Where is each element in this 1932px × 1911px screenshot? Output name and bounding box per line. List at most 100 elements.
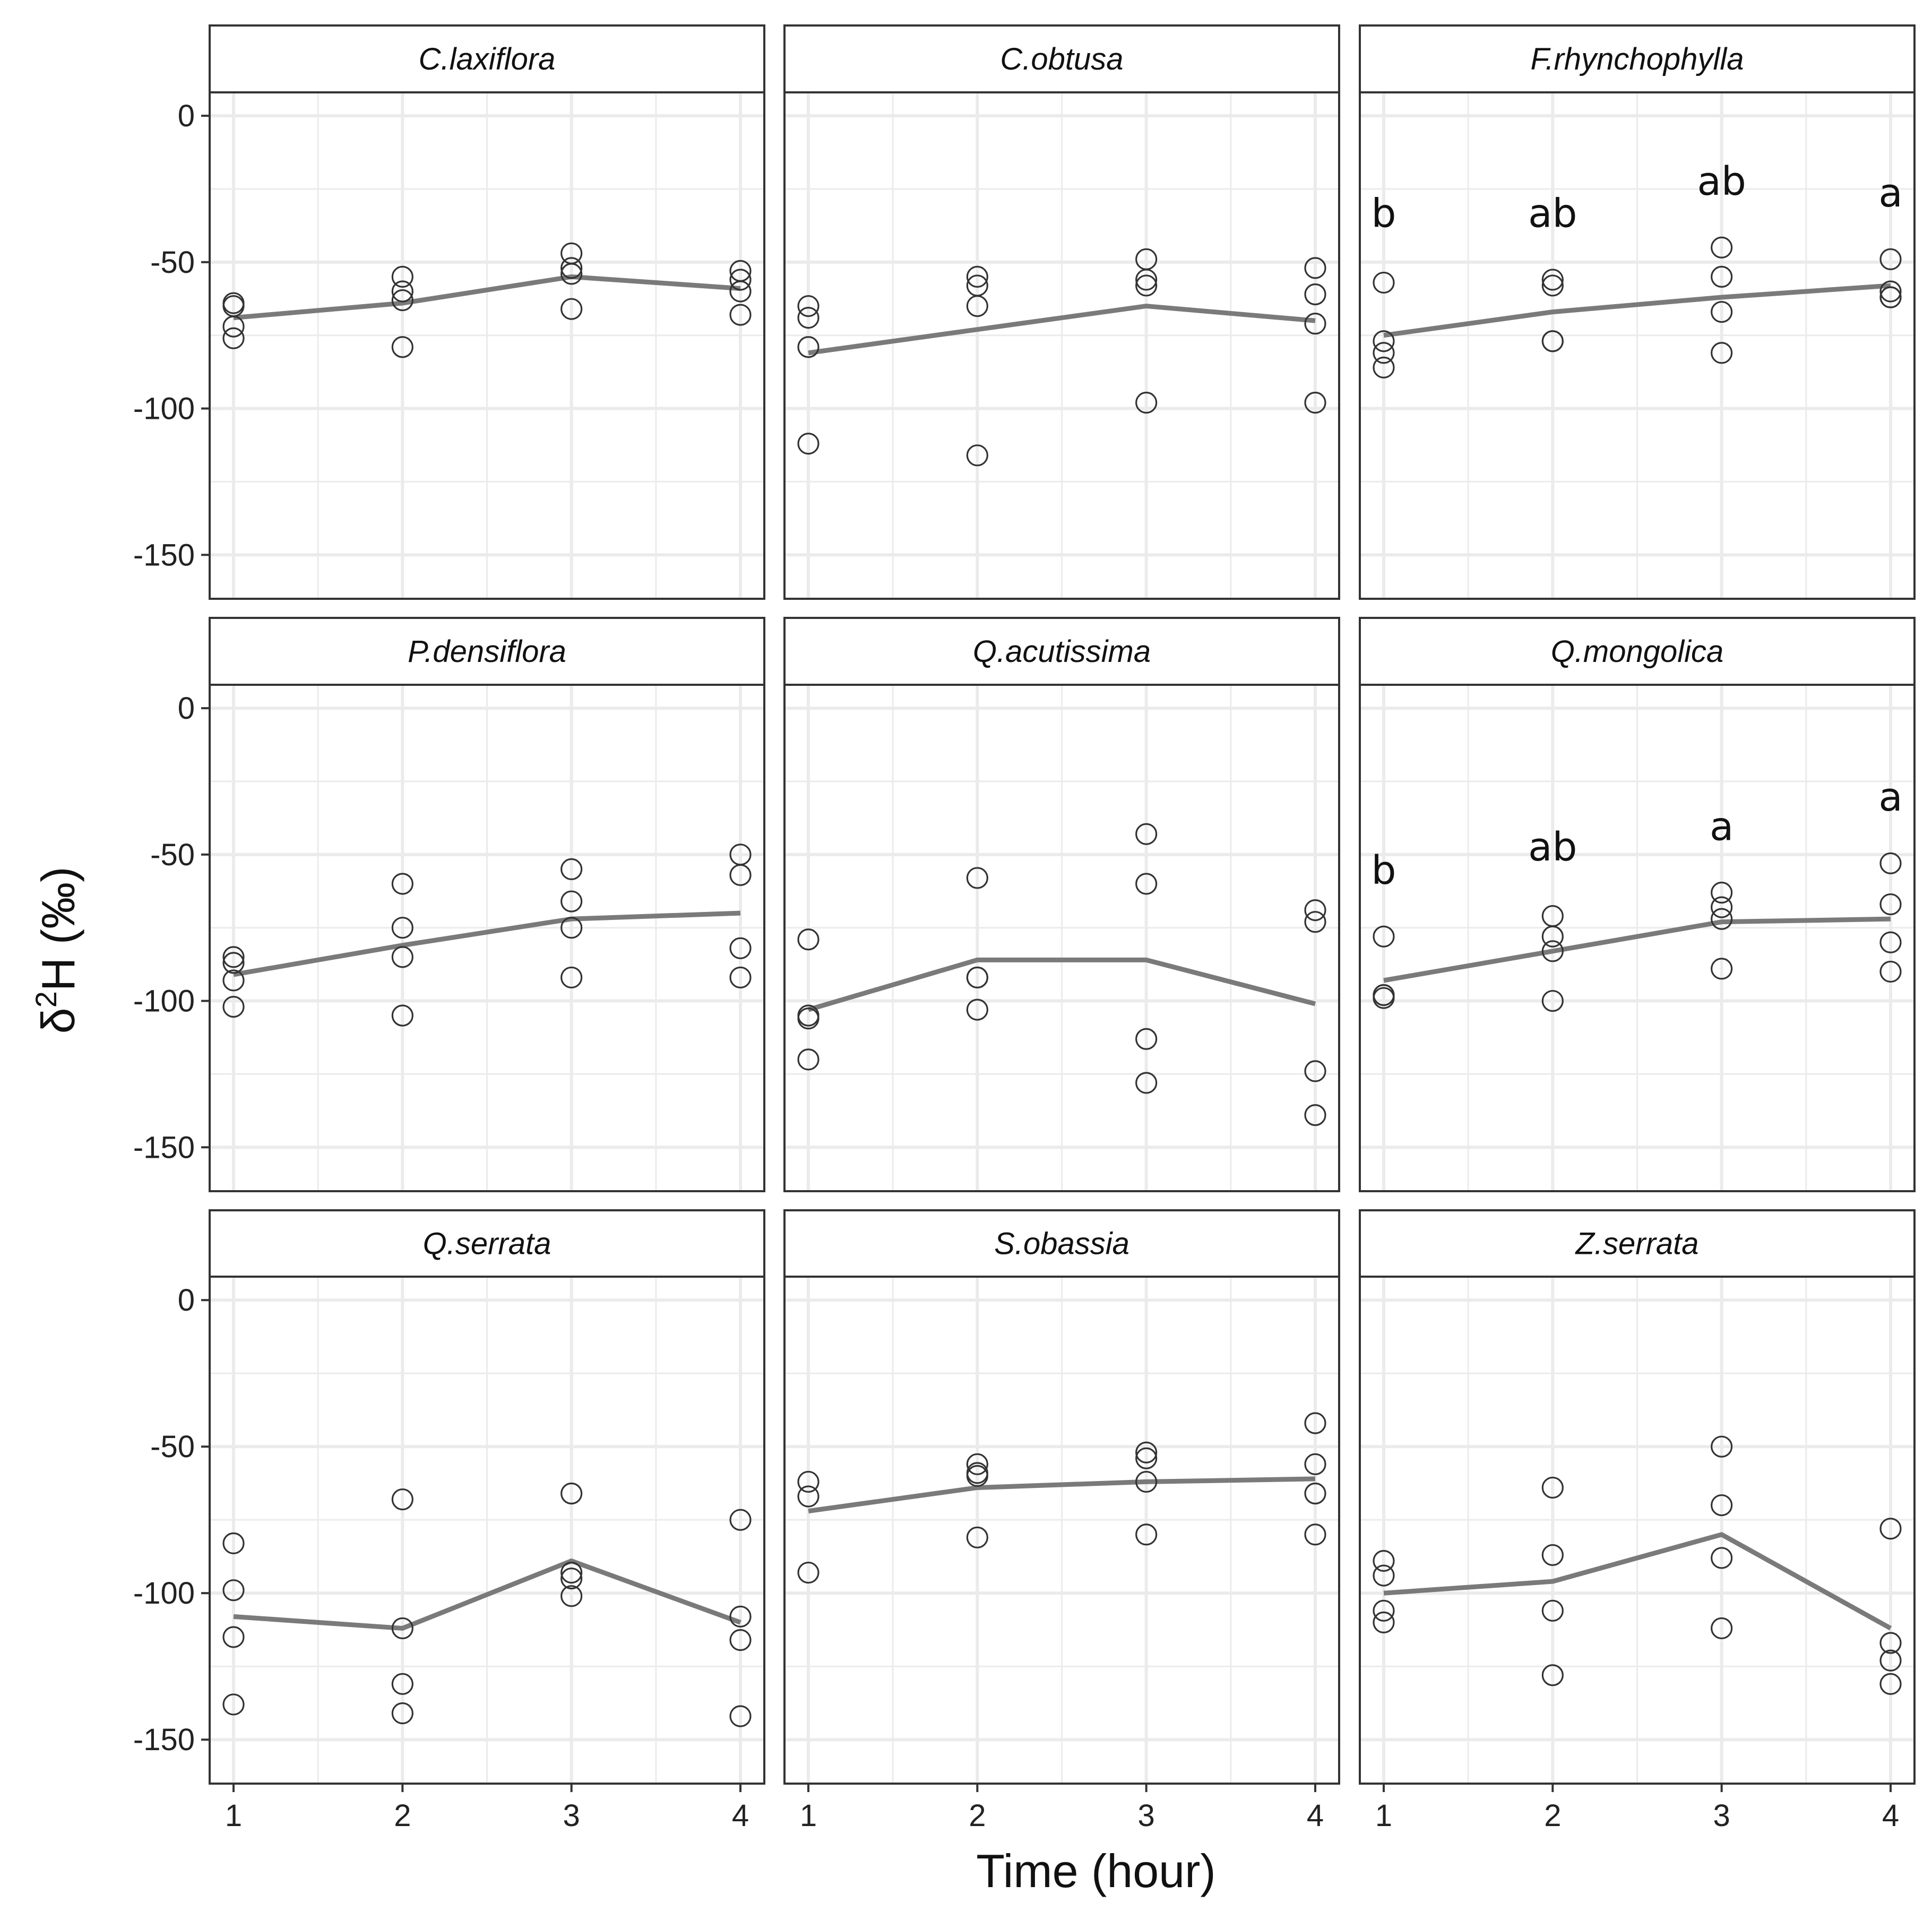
mean-line bbox=[233, 1558, 741, 1631]
panel: b ab a a Q.mongolica bbox=[1359, 617, 1916, 1192]
data-point bbox=[1135, 274, 1158, 297]
data-point bbox=[391, 336, 413, 358]
y-tick-label: -50 bbox=[150, 245, 195, 280]
data-point bbox=[1541, 1544, 1564, 1566]
panel-title: Z.serrata bbox=[1574, 1227, 1698, 1261]
y-tick-label: -100 bbox=[133, 1576, 195, 1611]
data-point bbox=[1879, 1649, 1902, 1672]
significance-letter: b bbox=[1372, 191, 1396, 237]
data-point bbox=[729, 937, 752, 959]
strip-background bbox=[1359, 1209, 1916, 1278]
panel-title: P.densiflora bbox=[408, 634, 566, 669]
data-point bbox=[391, 1617, 413, 1640]
data-point bbox=[1879, 280, 1902, 303]
data-point bbox=[1711, 1435, 1733, 1458]
data-point bbox=[1135, 1072, 1158, 1094]
x-tick-label: 2 bbox=[969, 1798, 986, 1833]
strip-background bbox=[783, 24, 1340, 93]
data-point bbox=[391, 265, 413, 288]
data-point bbox=[1135, 1028, 1158, 1050]
x-tick-label: 3 bbox=[1713, 1798, 1730, 1833]
y-tick-label: -50 bbox=[150, 838, 195, 872]
data-point bbox=[966, 998, 988, 1021]
data-point bbox=[560, 1561, 583, 1584]
data-point bbox=[1711, 236, 1733, 259]
data-point bbox=[222, 995, 245, 1018]
mean-line bbox=[808, 1476, 1316, 1514]
data-point bbox=[391, 289, 413, 312]
data-point bbox=[1373, 342, 1395, 364]
panel-title: Q.acutissima bbox=[973, 634, 1151, 669]
data-point bbox=[729, 864, 752, 886]
x-tick-label: 4 bbox=[1882, 1798, 1899, 1833]
data-point bbox=[797, 928, 820, 951]
x-tick-label: 3 bbox=[1138, 1798, 1155, 1833]
data-point bbox=[1541, 1664, 1564, 1686]
data-point bbox=[797, 1048, 820, 1071]
data-point bbox=[729, 1629, 752, 1651]
data-point bbox=[966, 295, 988, 317]
data-point bbox=[1711, 1617, 1733, 1640]
strip-background bbox=[209, 1209, 765, 1278]
data-point bbox=[1304, 391, 1326, 414]
x-tick-label: 4 bbox=[732, 1798, 749, 1833]
data-point bbox=[797, 307, 820, 329]
y-tick-label: -100 bbox=[133, 984, 195, 1019]
data-point bbox=[1304, 1482, 1326, 1505]
data-point bbox=[1879, 852, 1902, 874]
strip-background bbox=[209, 24, 765, 93]
data-point bbox=[1135, 1447, 1158, 1469]
mean-line bbox=[1383, 1532, 1892, 1631]
data-point bbox=[966, 1526, 988, 1548]
data-point bbox=[1304, 1523, 1326, 1546]
data-point bbox=[1879, 1518, 1902, 1540]
data-point bbox=[797, 1561, 820, 1584]
data-point bbox=[1304, 899, 1326, 922]
panel: P.densiflora bbox=[209, 617, 765, 1192]
data-point bbox=[1879, 960, 1902, 983]
data-point bbox=[1711, 958, 1733, 980]
data-point bbox=[1373, 1611, 1395, 1633]
data-point bbox=[1879, 286, 1902, 308]
x-tick-label: 2 bbox=[1544, 1798, 1561, 1833]
significance-letter: ab bbox=[1697, 159, 1746, 204]
data-point bbox=[560, 263, 583, 285]
panel: Q.acutissima bbox=[783, 617, 1340, 1192]
panel: C.obtusa bbox=[783, 24, 1340, 600]
x-tick-label: 1 bbox=[800, 1798, 817, 1833]
data-point bbox=[1304, 283, 1326, 306]
data-point bbox=[729, 1509, 752, 1531]
strip-background bbox=[209, 617, 765, 686]
data-point bbox=[1304, 1060, 1326, 1082]
data-point bbox=[391, 1004, 413, 1027]
data-point bbox=[560, 257, 583, 279]
data-point bbox=[1879, 931, 1902, 953]
data-point bbox=[1711, 342, 1733, 364]
significance-letter: a bbox=[1878, 170, 1902, 216]
data-point bbox=[1711, 908, 1733, 930]
x-tick-label: 3 bbox=[563, 1798, 580, 1833]
data-point bbox=[560, 1567, 583, 1590]
panel-title: F.rhynchophylla bbox=[1531, 42, 1744, 76]
panel-title: Q.serrata bbox=[423, 1227, 551, 1261]
data-point bbox=[391, 1488, 413, 1511]
data-point bbox=[1304, 257, 1326, 279]
data-point bbox=[1304, 313, 1326, 335]
data-point bbox=[729, 280, 752, 303]
data-point bbox=[1541, 269, 1564, 291]
mean-line bbox=[1383, 283, 1891, 338]
data-point bbox=[1541, 925, 1564, 948]
data-point bbox=[966, 265, 988, 288]
data-point bbox=[1373, 1599, 1395, 1622]
mean-line bbox=[808, 304, 1316, 356]
data-point bbox=[1373, 356, 1395, 378]
data-point bbox=[1373, 925, 1395, 948]
data-point bbox=[1135, 1470, 1158, 1493]
data-point bbox=[1135, 823, 1158, 845]
panel: Q.serrata bbox=[209, 1209, 765, 1785]
data-point bbox=[1304, 1104, 1326, 1126]
data-point bbox=[797, 1470, 820, 1493]
data-point bbox=[1711, 300, 1733, 323]
data-point bbox=[222, 952, 245, 974]
